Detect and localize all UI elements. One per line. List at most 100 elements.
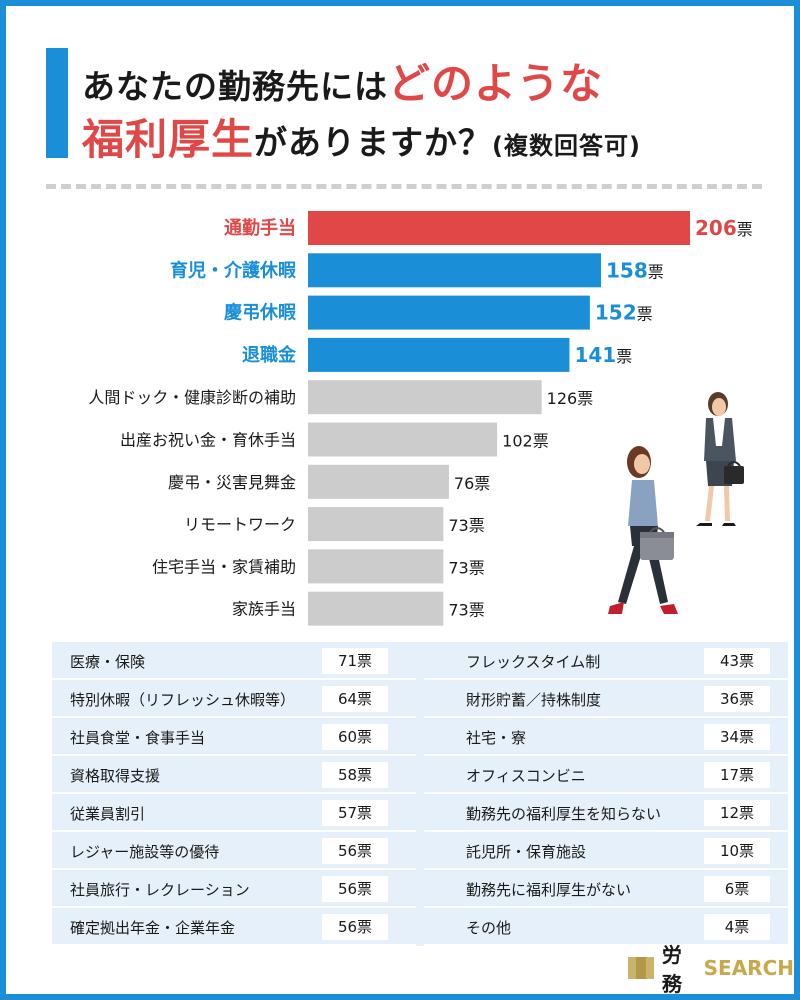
table-item-value: 12票 [704,800,770,826]
value-number-4: 126 [547,389,578,408]
table-item-name: フレックスタイム制 [466,653,601,671]
value-label-3: 141票 [574,343,632,367]
category-label-8: 住宅手当・家賃補助 [152,557,296,576]
title-prefix: あなたの勤務先には [82,67,388,106]
table-row: 資格取得支援 58票 [52,756,416,794]
table-row: 確定拠出年金・企業年金 56票 [52,908,416,946]
table-item-value: 56票 [322,876,388,902]
bar-7 [308,507,444,542]
value-number-5: 102 [502,432,533,451]
table-item-value: 56票 [322,838,388,864]
bar-4 [308,380,542,415]
value-unit-7: 票 [469,516,485,535]
table-row: 特別休暇（リフレッシュ休暇等） 64票 [52,680,416,718]
value-number-2: 152 [595,301,637,325]
table-item-value: 4票 [704,914,770,940]
bar-3 [308,337,570,372]
category-label-5: 出産お祝い金・育休手当 [120,431,296,450]
table-item-name: オフィスコンビニ [466,767,586,785]
table-row: 託児所・保育施設 10票 [424,832,788,870]
value-unit-9: 票 [469,601,485,620]
table-row: レジャー施設等の優待 56票 [52,832,416,870]
value-unit-0: 票 [737,220,753,239]
value-unit-1: 票 [648,262,664,281]
table-item-name: 社員旅行・レクレーション [70,881,250,899]
illustration-woman-walking [608,446,678,614]
value-label-0: 206票 [695,216,753,240]
table-item-value: 6票 [704,876,770,902]
category-label-1: 育児・介護休暇 [170,259,296,281]
table-item-value: 10票 [704,838,770,864]
value-unit-2: 票 [637,305,653,324]
category-label-4: 人間ドック・健康診断の補助 [88,388,296,407]
bar-0 [308,211,690,245]
table-item-name: 託児所・保育施設 [466,843,587,861]
table-item-name: 確定拠出年金・企業年金 [70,919,236,937]
value-number-9: 73 [448,601,468,620]
table-item-value: 36票 [704,686,770,712]
table-item-value: 57票 [322,800,388,826]
table-row: 財形貯蓄／持株制度 36票 [424,680,788,718]
brand-logo: 労務 SEARCH [628,943,794,994]
title-highlight-2: 福利厚生 [82,115,255,164]
table-item-value: 64票 [322,686,388,712]
table-item-value: 43票 [704,648,770,674]
category-label-0: 通勤手当 [224,217,296,239]
value-unit-8: 票 [469,558,485,577]
table-item-name: 財形貯蓄／持株制度 [466,691,602,709]
table-item-name: レジャー施設等の優待 [70,843,220,861]
category-label-3: 退職金 [242,344,297,366]
title-line-2: 福利厚生がありますか？(複数回答可) [82,106,641,167]
value-label-5: 102票 [502,432,549,451]
value-unit-5: 票 [533,432,549,451]
title-accent-bar [46,48,68,158]
table-item-value: 58票 [322,762,388,788]
table-row: その他 4票 [424,908,788,946]
table-item-name: 勤務先の福利厚生を知らない [466,805,662,823]
value-label-8: 73票 [448,558,484,577]
bar-8 [308,549,444,584]
table-item-name: その他 [466,919,512,937]
bar-1 [308,253,601,288]
bar-2 [308,295,590,330]
table-item-name: 特別休暇（リフレッシュ休暇等） [70,691,296,709]
table-item-value: 71票 [322,648,388,674]
brand-name-jp: 労務 [661,943,682,996]
value-number-0: 206 [695,216,737,240]
table-column-right: フレックスタイム制 43票 財形貯蓄／持株制度 36票 社宅・寮 34票 オフィスコンビニ 1… [424,642,788,946]
table-row: 医療・保険 71票 [52,642,416,680]
table-row: 社員旅行・レクレーション 56票 [52,870,416,908]
value-label-9: 73票 [448,601,484,620]
category-label-6: 慶弔・災害見舞金 [168,473,296,492]
value-unit-3: 票 [616,347,632,366]
table-item-name: 従業員割引 [70,805,146,823]
value-unit-4: 票 [577,389,593,408]
title-highlight-1: どのような [388,59,604,108]
value-number-1: 158 [606,258,648,282]
table-item-value: 17票 [704,762,770,788]
table-row: 勤務先の福利厚生を知らない 12票 [424,794,788,832]
value-number-7: 73 [448,516,468,535]
value-label-1: 158票 [606,258,664,282]
table-row: 従業員割引 57票 [52,794,416,832]
bar-6 [308,464,449,499]
brand-name-en: SEARCH [703,956,794,980]
title-note: (複数回答可) [492,132,641,160]
table-row: オフィスコンビニ 17票 [424,756,788,794]
table-item-name: 勤務先に福利厚生がない [466,881,632,899]
value-number-3: 141 [574,343,616,367]
additional-items-table: 医療・保険 71票 特別休暇（リフレッシュ休暇等） 64票 社員食堂・食事手当 60票 資格… [52,642,788,946]
bar-5 [308,422,498,457]
bar-9 [308,591,444,626]
table-row: 勤務先に福利厚生がない 6票 [424,870,788,908]
table-item-name: 社員食堂・食事手当 [70,729,206,747]
value-unit-6: 票 [474,474,490,493]
table-row: フレックスタイム制 43票 [424,642,788,680]
table-item-name: 資格取得支援 [70,767,161,785]
title-line-1: あなたの勤務先にはどのような [82,50,603,111]
dashed-separator [46,184,762,189]
table-item-name: 社宅・寮 [466,729,527,747]
